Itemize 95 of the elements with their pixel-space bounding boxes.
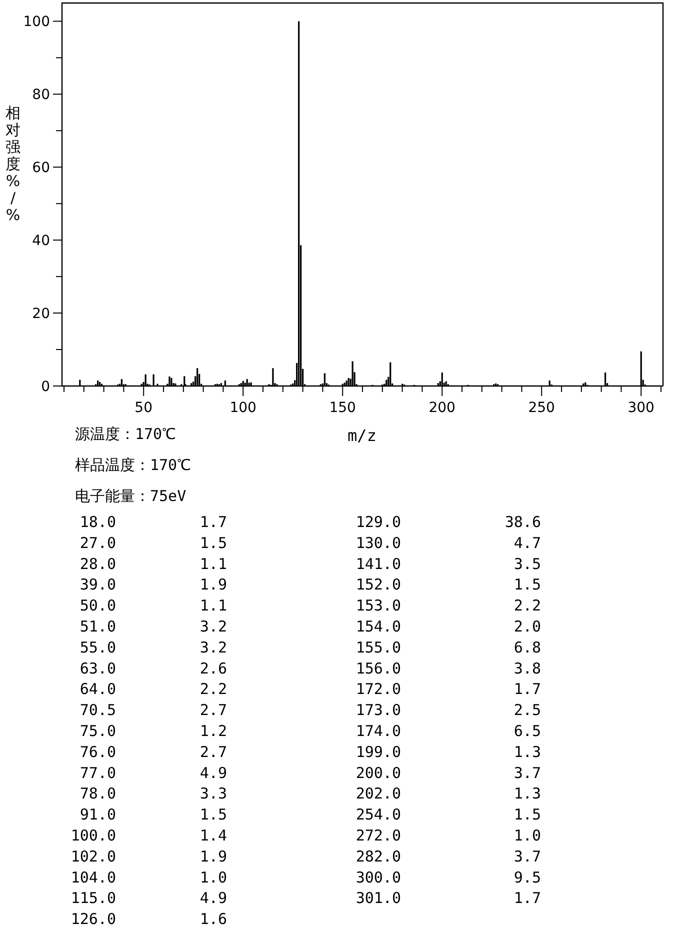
text: 9.5 (514, 868, 541, 886)
text: 129.0 (356, 513, 401, 531)
text: 2.5 (514, 701, 541, 720)
text: 3.3 (200, 784, 227, 803)
text: 272.0 (356, 826, 401, 844)
text: 3.5 (514, 554, 541, 573)
text: 154.0 (356, 618, 401, 636)
text: 1.9 (200, 576, 227, 594)
text: 4.7 (514, 534, 541, 552)
text: 39.0 (80, 576, 116, 594)
text: 75.0 (80, 722, 116, 740)
text: 3.7 (514, 847, 541, 866)
text: 202.0 (356, 784, 401, 803)
text: 1.7 (514, 680, 541, 698)
y-tick-label: 0 (41, 379, 50, 395)
text: 141.0 (356, 554, 401, 573)
text: 172.0 (356, 680, 401, 698)
text: 78.0 (80, 784, 116, 803)
text: 3.8 (514, 659, 541, 678)
x-tick-label: 300 (628, 400, 654, 416)
text: 104.0 (70, 868, 116, 886)
text: 1.1 (200, 596, 227, 615)
text: 1.5 (200, 534, 227, 552)
text: 1.1 (200, 554, 227, 573)
x-tick-label: 200 (428, 400, 456, 416)
text: 1.6 (200, 910, 227, 928)
text: 1.0 (514, 826, 541, 844)
text: 3.7 (514, 764, 541, 782)
text: 1.4 (200, 826, 227, 844)
x-axis-title: m/z (348, 426, 376, 445)
text: 1.3 (514, 784, 541, 803)
text: 18.0 (80, 513, 116, 531)
text: 199.0 (356, 742, 401, 761)
text: 1.9 (200, 847, 227, 866)
text: 153.0 (356, 596, 401, 615)
text: 152.0 (356, 576, 401, 594)
text: 200.0 (356, 764, 401, 782)
text: 样品温度：170℃ (75, 456, 192, 474)
text: 2.7 (200, 701, 227, 720)
text: 76.0 (80, 742, 116, 761)
text: 50.0 (80, 596, 116, 615)
text: 51.0 (80, 618, 116, 636)
text: 3.2 (200, 618, 227, 636)
x-tick-label: 50 (134, 400, 153, 416)
y-tick-label: 60 (32, 160, 50, 176)
text: 2.7 (200, 742, 227, 761)
text: 70.5 (80, 701, 116, 720)
text: 1.2 (200, 722, 227, 740)
text: 2.0 (514, 618, 541, 636)
text: 28.0 (80, 554, 116, 573)
text: 126.0 (70, 910, 116, 928)
y-tick-label: 80 (32, 87, 50, 104)
text: 4.9 (200, 889, 227, 908)
text: 55.0 (80, 638, 116, 656)
text: 100.0 (70, 826, 116, 844)
text: 4.9 (200, 764, 227, 782)
text: 254.0 (356, 806, 401, 824)
text: 282.0 (356, 847, 401, 866)
text: 63.0 (80, 659, 116, 678)
text: 6.5 (514, 722, 541, 740)
text: 源温度：170℃ (75, 425, 176, 443)
text: 2.2 (514, 596, 541, 615)
text: 1.5 (514, 576, 541, 594)
text: 156.0 (356, 659, 401, 678)
text: 6.8 (514, 638, 541, 656)
text: 1.0 (200, 868, 227, 886)
text: 1.5 (200, 806, 227, 824)
text: 电子能量：75eV (75, 487, 186, 505)
x-tick-label: 150 (329, 400, 356, 416)
text: 155.0 (356, 638, 401, 656)
text: 1.5 (514, 806, 541, 824)
text: 77.0 (80, 764, 116, 782)
x-tick-label: 250 (528, 400, 555, 416)
text: 27.0 (80, 534, 116, 552)
text: 173.0 (356, 701, 401, 720)
y-tick-label: 20 (32, 306, 50, 322)
text: 91.0 (80, 806, 116, 824)
text: 64.0 (80, 680, 116, 698)
x-tick-label: 100 (230, 400, 256, 416)
text: 3.2 (200, 638, 227, 656)
y-axis-title: 相对强度%/% (6, 104, 20, 224)
text: 1.3 (514, 742, 541, 761)
y-tick-label: 100 (23, 14, 50, 30)
text: 174.0 (356, 722, 401, 740)
text: 2.2 (200, 680, 227, 698)
text: 115.0 (70, 889, 116, 908)
y-tick-label: 40 (32, 233, 50, 250)
text: 130.0 (356, 534, 401, 552)
text: 1.7 (514, 889, 541, 908)
text: 102.0 (70, 847, 116, 866)
text: 1.7 (200, 513, 227, 531)
text: 301.0 (356, 889, 401, 908)
text: 38.6 (504, 513, 541, 531)
text: 300.0 (356, 868, 401, 886)
text: 2.6 (200, 659, 227, 678)
